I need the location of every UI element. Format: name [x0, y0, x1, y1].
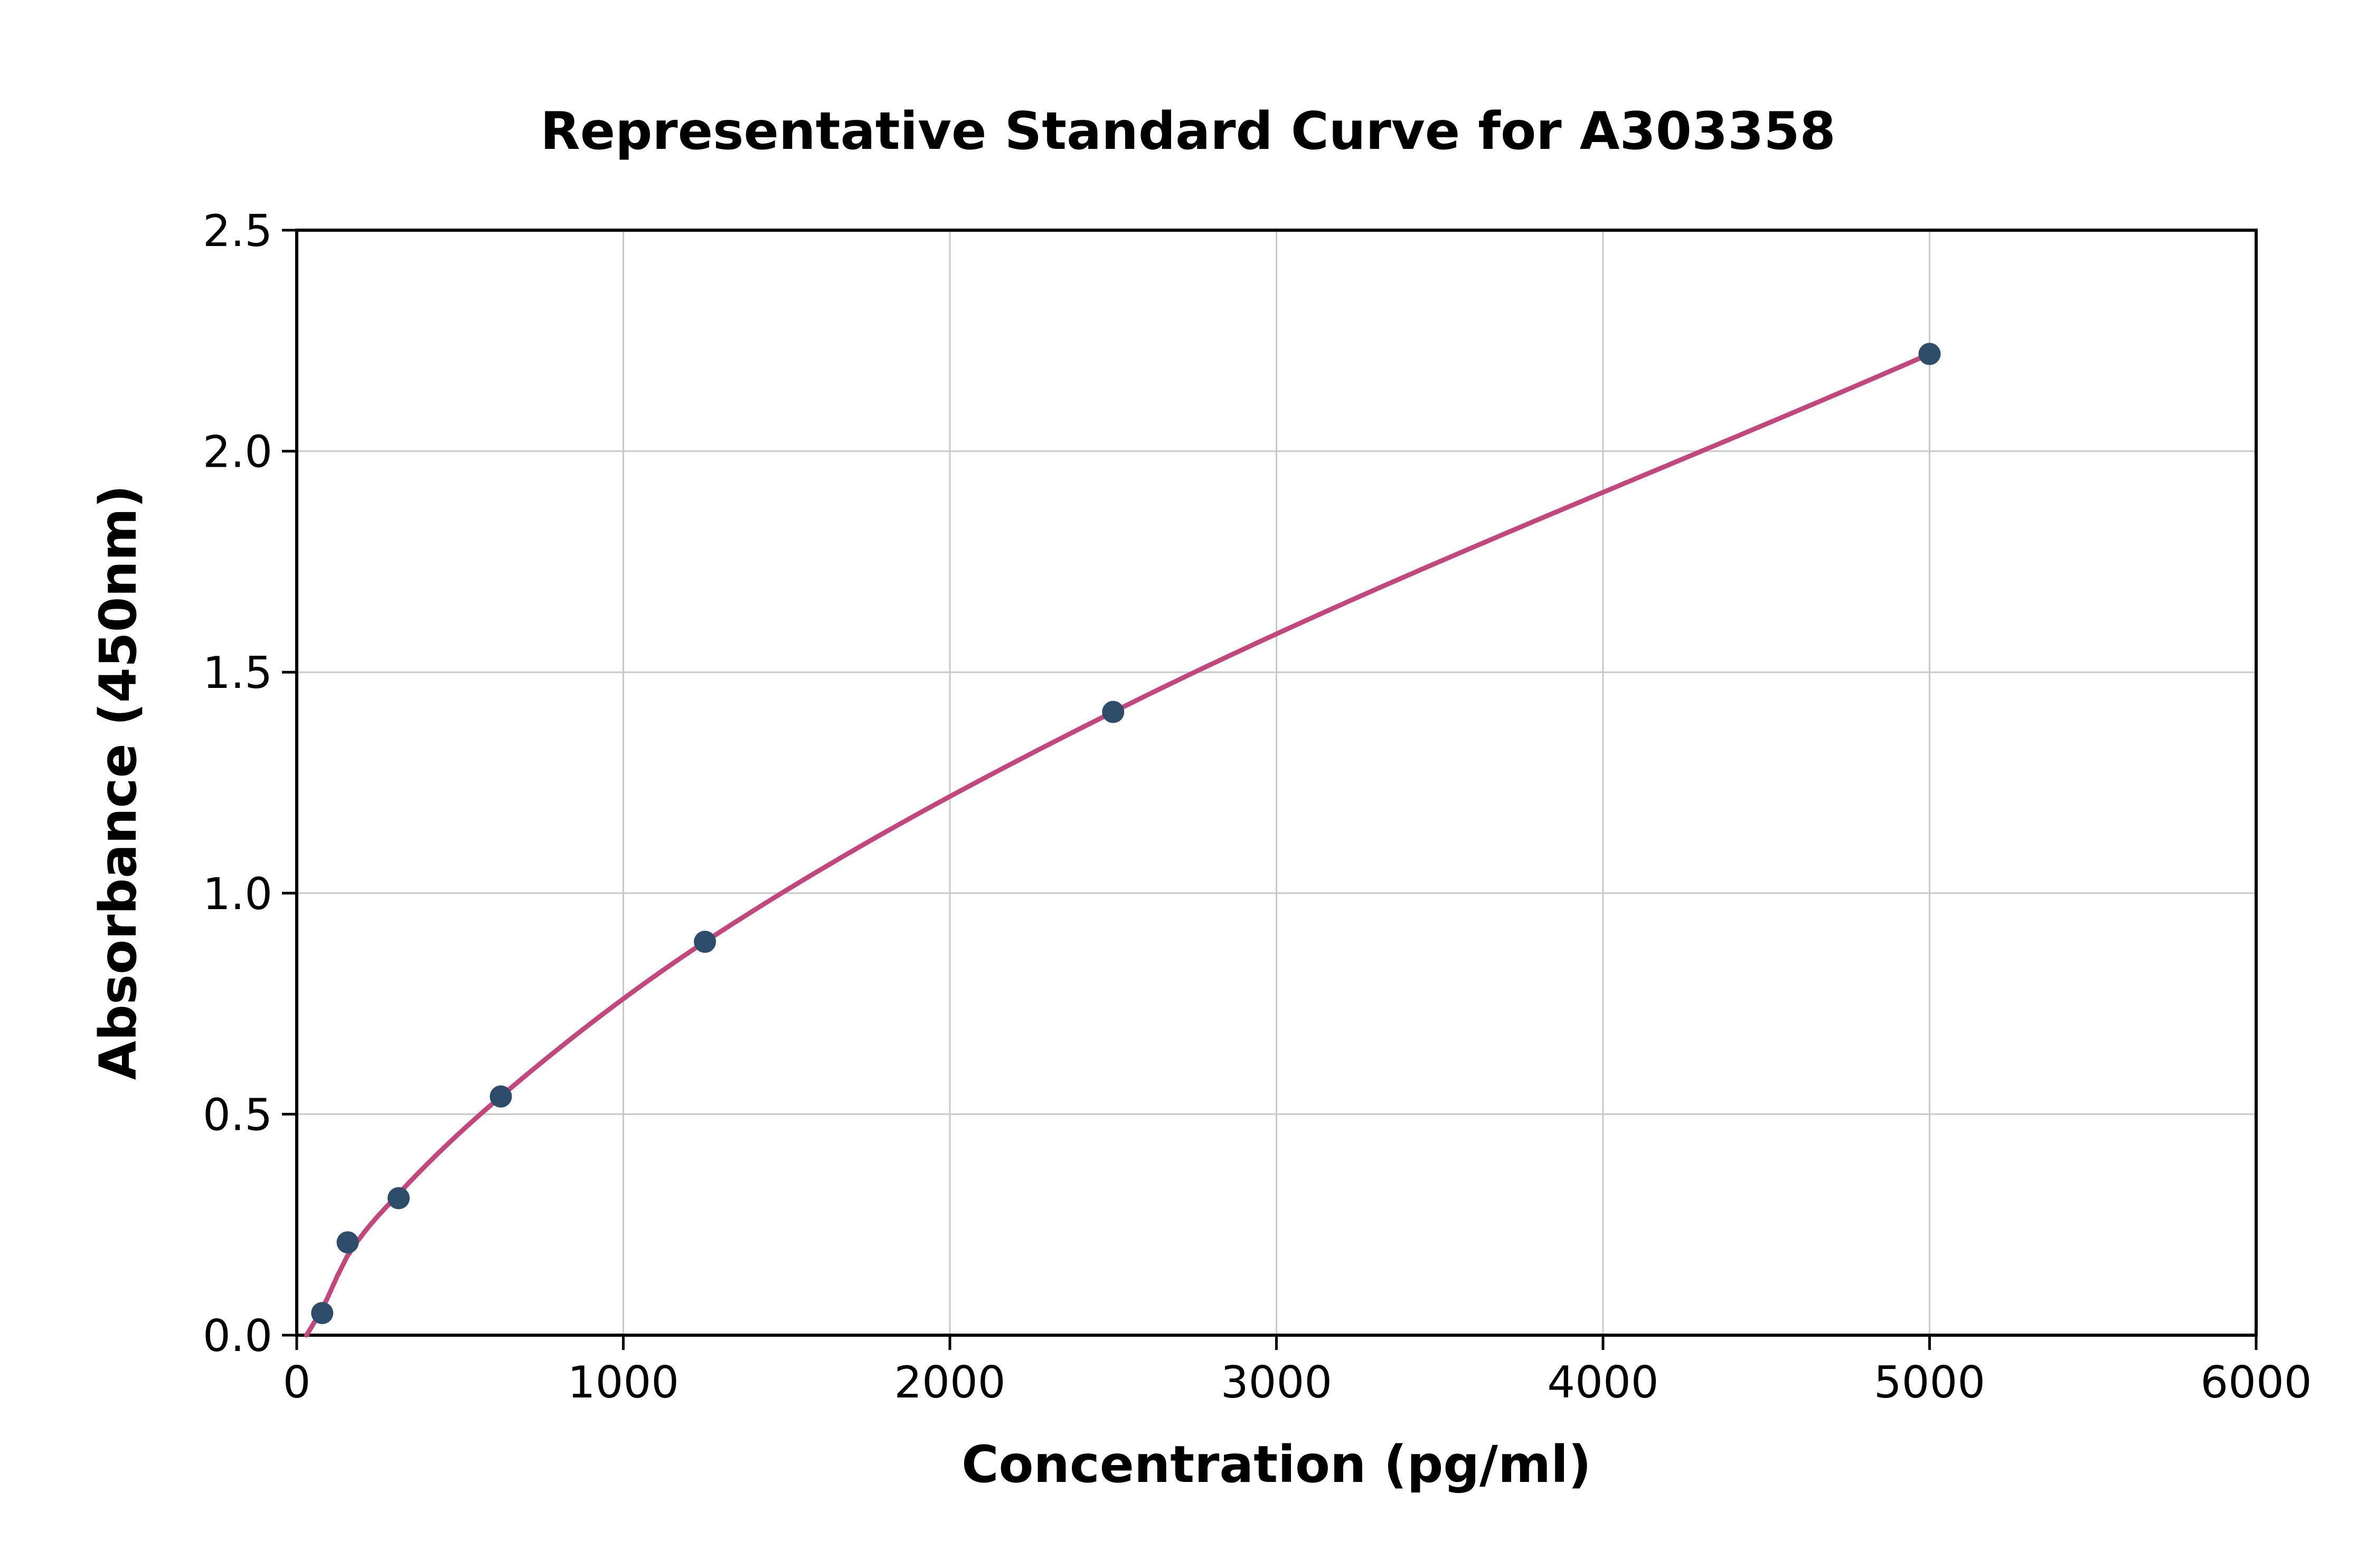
x-tick-label: 1000 — [568, 1357, 679, 1408]
x-axis-label: Concentration (pg/ml) — [961, 1435, 1591, 1494]
y-tick-label: 2.0 — [203, 427, 272, 478]
data-point — [489, 1085, 512, 1108]
plot-frame — [295, 229, 2258, 1337]
x-tick-label: 5000 — [1874, 1357, 1985, 1408]
x-tick-label: 3000 — [1221, 1357, 1332, 1408]
x-tick-label: 2000 — [894, 1357, 1005, 1408]
x-tick-label: 0 — [283, 1357, 311, 1408]
x-tick-label: 6000 — [2200, 1357, 2312, 1408]
standard-curve-line — [304, 351, 1932, 1338]
y-axis-label: Absorbance (450nm) — [89, 485, 148, 1080]
y-tick-label: 1.5 — [203, 647, 272, 698]
tick-labels: 0 1000 2000 3000 4000 5000 6000 0.0 0.5 1.0 1.5 2.0… — [203, 205, 2312, 1408]
data-point — [311, 1302, 334, 1325]
data-point — [1102, 701, 1125, 723]
data-point — [387, 1187, 410, 1210]
data-points — [311, 343, 1941, 1325]
data-point — [1918, 343, 1941, 365]
x-tick-label: 4000 — [1547, 1357, 1658, 1408]
y-tick-label: 0.5 — [203, 1089, 272, 1140]
y-tick-label: 0.0 — [203, 1310, 272, 1362]
data-point — [336, 1231, 359, 1254]
chart-title: Representative Standard Curve for A30335… — [540, 101, 1836, 162]
gridlines — [296, 229, 2257, 1336]
y-tick-label: 2.5 — [203, 205, 272, 257]
data-point — [694, 930, 716, 953]
ticks — [282, 229, 2258, 1350]
y-tick-label: 1.0 — [203, 868, 272, 920]
